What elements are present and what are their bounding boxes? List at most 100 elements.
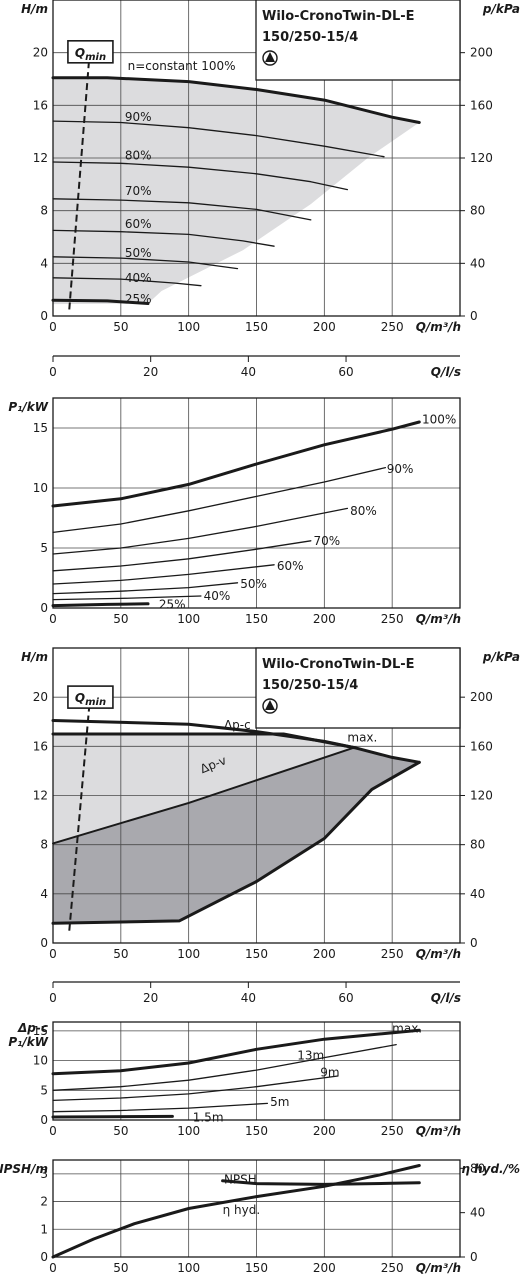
curve-label: 80% <box>350 504 377 518</box>
curve-1 <box>52 1043 397 1091</box>
curve-0 <box>51 76 421 124</box>
curve-5 <box>52 582 239 595</box>
curve-1 <box>51 1164 421 1259</box>
x-tick-label: 250 <box>381 320 404 334</box>
y2-tick-label: 0 <box>470 936 478 950</box>
curve-label: 90% <box>125 110 152 124</box>
x-tick-label: 200 <box>313 320 336 334</box>
curve-3 <box>52 540 312 572</box>
y-tick-label: 12 <box>33 789 48 803</box>
y2-tick-label: 120 <box>470 789 493 803</box>
curve-label: 60% <box>277 559 304 573</box>
y2-tick-label: 0 <box>470 309 478 323</box>
ls-axis-label: Q/l/s <box>431 991 461 1005</box>
y2-tick-label: 40 <box>470 1206 485 1220</box>
y2-tick-label: 200 <box>470 690 493 704</box>
x-tick-label: 50 <box>113 612 128 626</box>
y-tick-label: 12 <box>33 151 48 165</box>
curve-label: NPSH <box>224 1172 257 1186</box>
ls-axis-tick-label: 20 <box>143 991 158 1005</box>
curve-label: 25% <box>125 292 152 306</box>
x-tick-label: 250 <box>381 612 404 626</box>
pump-arrow-icon <box>265 700 275 710</box>
x-tick-label: 50 <box>113 1261 128 1275</box>
x-tick-label: 0 <box>49 1124 57 1138</box>
y2-tick-label: 160 <box>470 98 493 112</box>
y-tick-label: 0 <box>40 309 48 323</box>
panel-flow-ls-axis-2: 0 20 40 60 Q/l/s <box>49 981 461 1005</box>
ls-axis-tick-label: 60 <box>338 991 353 1005</box>
curve-label: 5m <box>270 1095 289 1109</box>
curve-3 <box>51 760 421 925</box>
y-axis-label: P₁/kW <box>8 400 48 414</box>
curve-label: n=constant 100% <box>128 59 236 73</box>
x-tick-label: 0 <box>49 1261 57 1275</box>
title-box <box>255 647 461 729</box>
y-tick-label: 15 <box>33 1024 48 1038</box>
curve-2 <box>52 161 349 191</box>
curve-7 <box>51 298 150 305</box>
y2-axis-label: p/kPa <box>482 650 520 664</box>
curve-label: 13m <box>297 1048 324 1062</box>
y2-tick-label: 160 <box>470 739 493 753</box>
ls-axis-tick-label: 20 <box>143 365 158 379</box>
ls-axis-label: Q/l/s <box>431 365 461 379</box>
curve-0 <box>51 1028 421 1076</box>
x-tick-label: 50 <box>113 1124 128 1138</box>
y-tick-label: 10 <box>33 1054 48 1068</box>
curve-2 <box>52 507 349 555</box>
y-axis-label: H/m <box>21 2 48 16</box>
curve-0 <box>51 420 421 508</box>
max-label: max. <box>347 730 377 744</box>
ls-axis-tick-label: 0 <box>49 365 57 379</box>
qmin-subscript: min <box>85 52 106 63</box>
y-tick-label: 4 <box>40 256 48 270</box>
y-tick-label: 20 <box>33 46 48 60</box>
x-tick-label: 100 <box>177 612 200 626</box>
x-tick-label: 200 <box>313 1261 336 1275</box>
curve-label: 50% <box>125 246 152 260</box>
x-tick-label: 200 <box>313 947 336 961</box>
x-tick-label: 250 <box>381 1261 404 1275</box>
y-axis-label-top: Δp-c <box>17 1021 48 1035</box>
curve-4 <box>51 1114 174 1119</box>
y-tick-label: 20 <box>33 690 48 704</box>
x-axis-label: Q/m³/h <box>416 612 461 626</box>
curve-label: 90% <box>387 462 414 476</box>
title-line2: 150/250-15/4 <box>262 678 358 693</box>
title-line1: Wilo-CronoTwin-DL-E <box>262 657 415 672</box>
y2-tick-label: 80 <box>470 204 485 218</box>
x-axis-label: Q/m³/h <box>416 947 461 961</box>
curve-label: 1.5m <box>193 1111 224 1125</box>
panel-head-curves: 0 50 100 150 200 250 Q/m³/h0481216200408012016… <box>21 0 520 334</box>
ls-axis-tick-label: 40 <box>241 991 256 1005</box>
ls-axis-tick-label: 0 <box>49 991 57 1005</box>
plot-frame <box>52 397 461 609</box>
dpc-label: Δp-c <box>224 718 251 732</box>
y-tick-label: 16 <box>33 98 48 112</box>
y-tick-label: 10 <box>33 481 48 495</box>
title-line2: 150/250-15/4 <box>262 30 358 45</box>
y2-axis-label: p/kPa <box>482 2 520 16</box>
x-tick-label: 150 <box>245 947 268 961</box>
dpv-range-fill <box>53 747 420 924</box>
curve-4 <box>52 229 275 247</box>
y2-tick-label: 0 <box>470 1250 478 1264</box>
y2-tick-label: 80 <box>470 838 485 852</box>
curve-3 <box>52 198 312 221</box>
x-tick-label: 0 <box>49 320 57 334</box>
pump-arrow-icon <box>265 52 275 62</box>
y2-axis-label: η hyd./% <box>461 1162 520 1176</box>
x-axis-label: Q/m³/h <box>416 1261 461 1275</box>
y-tick-label: 5 <box>40 541 48 555</box>
plot-frame <box>52 1021 461 1121</box>
qmin-subscript: min <box>85 697 106 708</box>
x-tick-label: 100 <box>177 947 200 961</box>
curve-label: 50% <box>240 577 267 591</box>
qmin-box <box>67 685 114 709</box>
x-tick-label: 150 <box>245 612 268 626</box>
curve-label: max. <box>392 1022 422 1036</box>
x-tick-label: 100 <box>177 320 200 334</box>
